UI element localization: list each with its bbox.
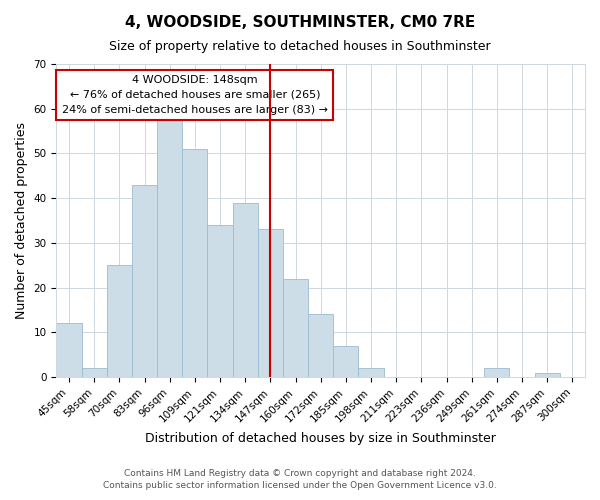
Bar (258, 230, 283, 377)
Text: Size of property relative to detached houses in Southminster: Size of property relative to detached ho… (109, 40, 491, 53)
Bar (484, 368, 509, 377)
Bar (535, 372, 560, 377)
Bar (308, 314, 333, 377)
Bar (182, 149, 208, 377)
Text: 4, WOODSIDE, SOUTHMINSTER, CM0 7RE: 4, WOODSIDE, SOUTHMINSTER, CM0 7RE (125, 15, 475, 30)
Bar (107, 266, 132, 377)
Bar (157, 118, 182, 377)
Text: Contains HM Land Registry data © Crown copyright and database right 2024.
Contai: Contains HM Land Registry data © Crown c… (103, 468, 497, 490)
Bar (208, 225, 233, 377)
Bar (132, 185, 157, 377)
Bar (283, 278, 308, 377)
X-axis label: Distribution of detached houses by size in Southminster: Distribution of detached houses by size … (145, 432, 496, 445)
Bar (82, 368, 107, 377)
Bar (233, 202, 258, 377)
Bar (56, 324, 82, 377)
Text: 4 WOODSIDE: 148sqm
← 76% of detached houses are smaller (265)
24% of semi-detach: 4 WOODSIDE: 148sqm ← 76% of detached hou… (62, 75, 328, 115)
Y-axis label: Number of detached properties: Number of detached properties (15, 122, 28, 319)
Bar (358, 368, 383, 377)
Bar (333, 346, 358, 377)
